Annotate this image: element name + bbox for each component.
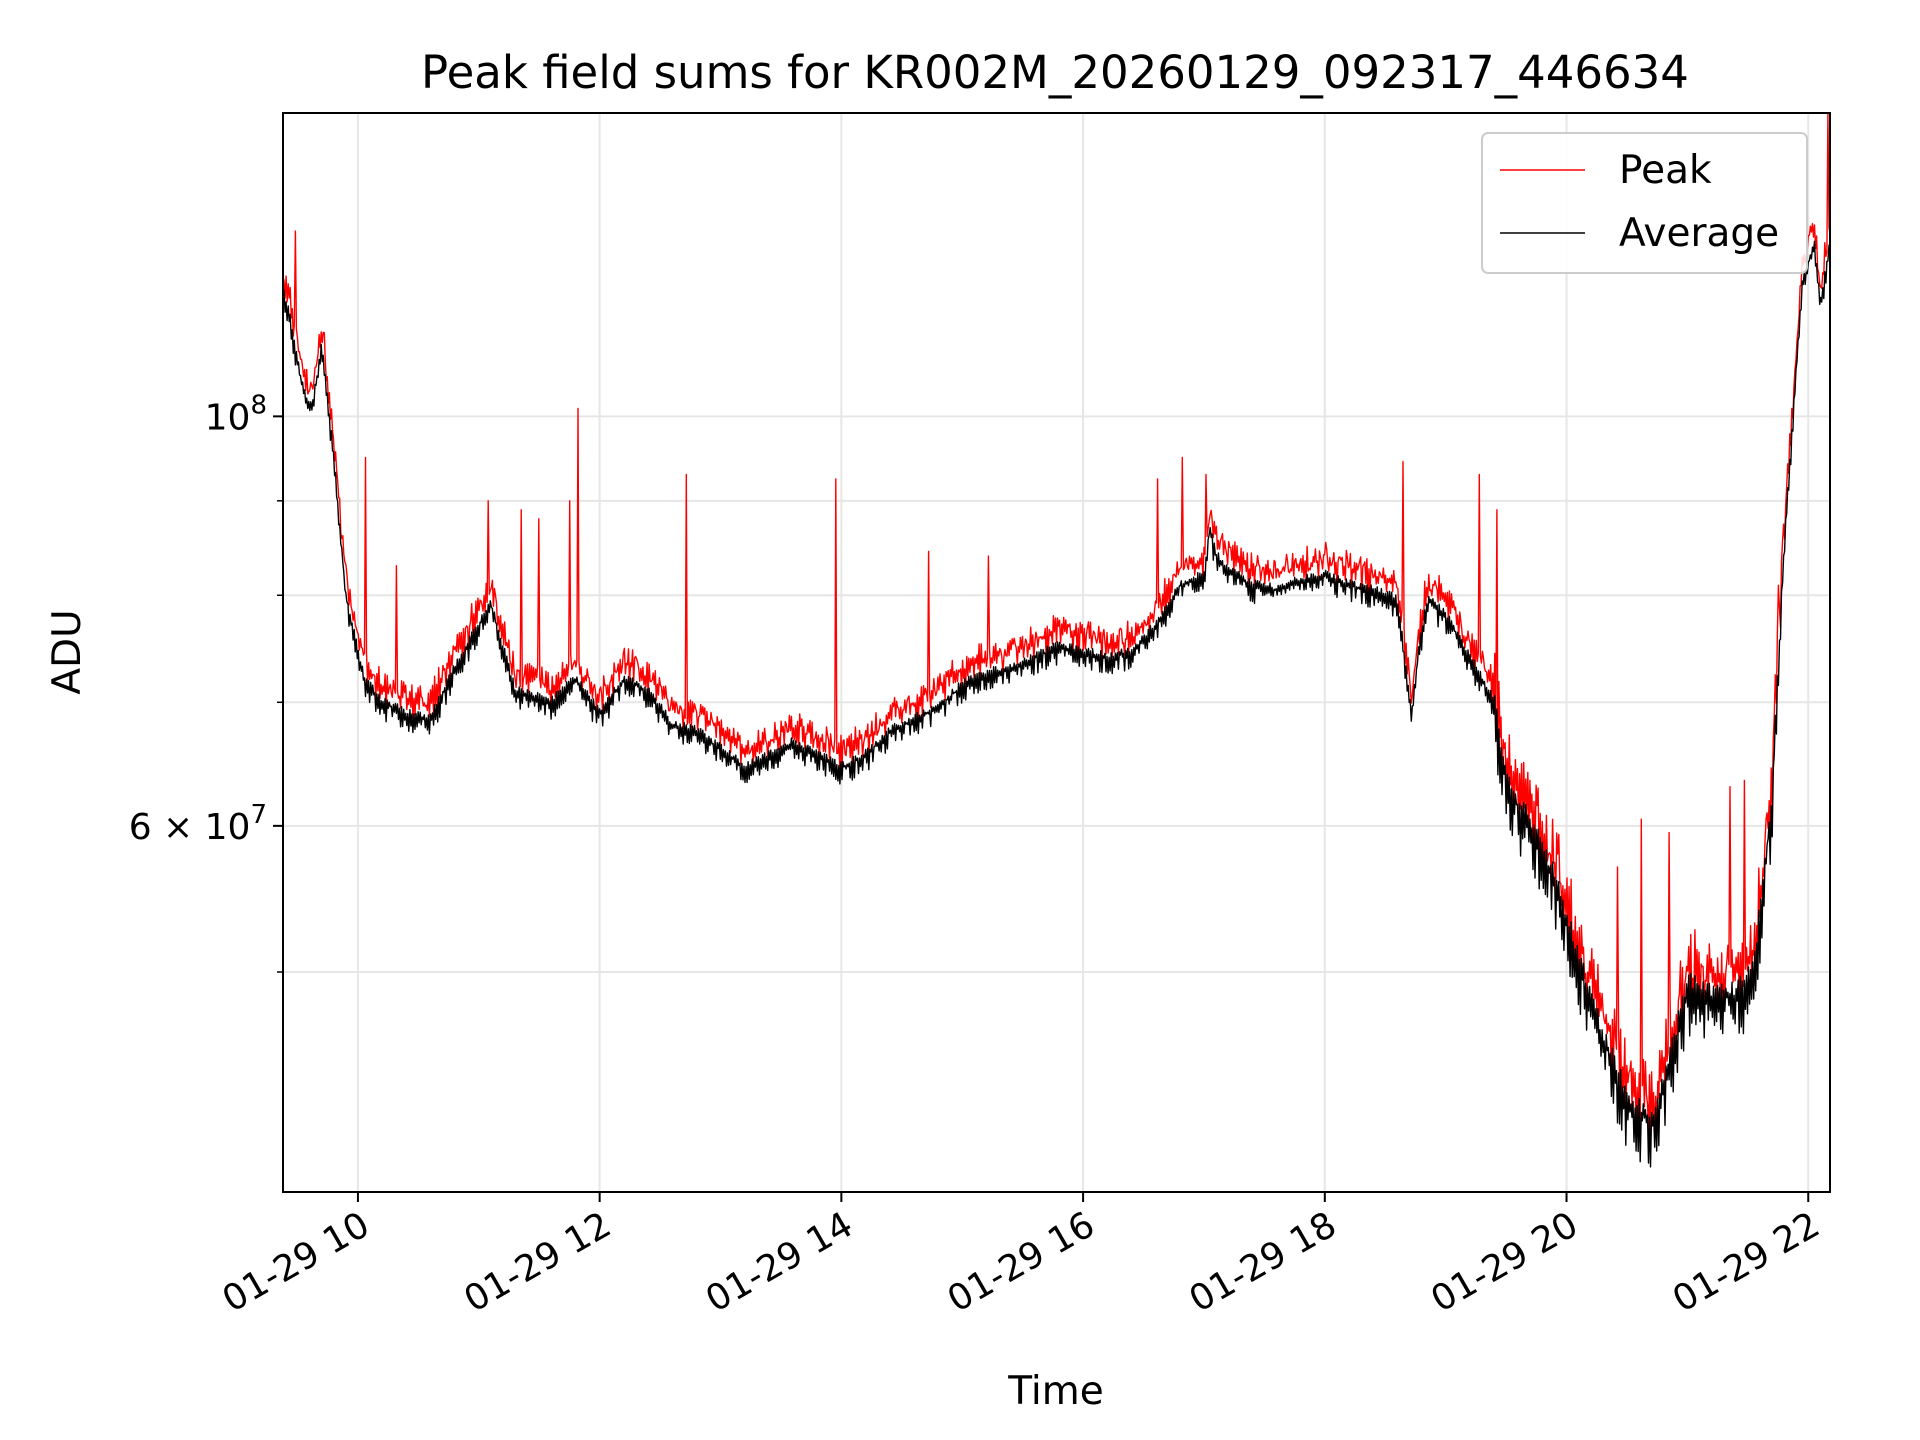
legend-label-peak: Peak	[1619, 148, 1712, 193]
y-axis-ticks: 108 6 × 107	[129, 390, 283, 973]
x-axis-label: Time	[1007, 1369, 1103, 1414]
chart-title: Peak field sums for KR002M_20260129_0923…	[421, 46, 1689, 99]
series-line-average	[283, 240, 1830, 1168]
legend-box	[1481, 132, 1808, 274]
legend-label-average: Average	[1619, 211, 1779, 256]
y-tick-label: 6 × 107	[129, 800, 267, 848]
y-tick-label: 108	[205, 390, 267, 438]
series-layer	[283, 113, 1830, 1168]
plot-frame	[282, 112, 1831, 1193]
y-axis-label: ADU	[45, 609, 90, 694]
legend: Peak Average	[1481, 132, 1808, 274]
